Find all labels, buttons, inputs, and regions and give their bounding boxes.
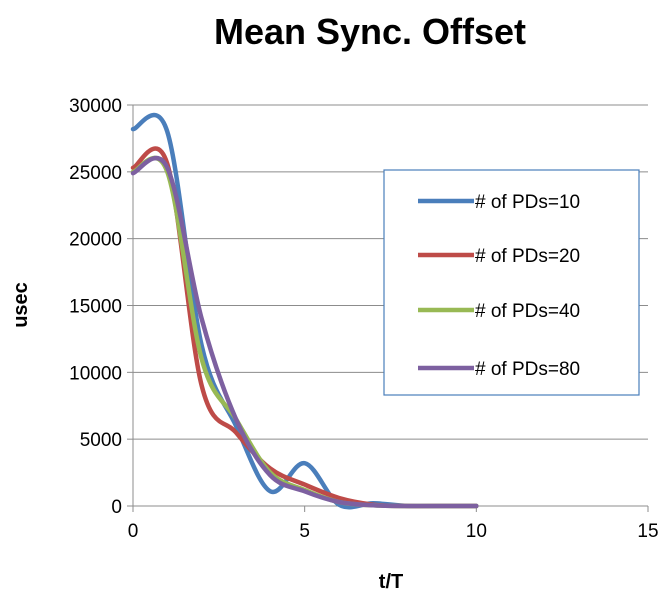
y-tick-label-2: 10000 bbox=[69, 363, 122, 384]
legend-label-2: # of PDs=20 bbox=[475, 246, 580, 267]
x-tick-label-3: 15 bbox=[637, 521, 658, 542]
y-tick-label-5: 25000 bbox=[69, 163, 122, 184]
series-group bbox=[130, 113, 479, 510]
y-tick-label-0: 0 bbox=[111, 497, 122, 518]
x-tick-label-2: 10 bbox=[466, 521, 487, 542]
y-tick-label-3: 15000 bbox=[69, 297, 122, 318]
y-axis-label: usec bbox=[10, 282, 32, 328]
legend-label-3: # of PDs=40 bbox=[475, 301, 580, 322]
series-line-4 bbox=[130, 155, 479, 509]
legend: # of PDs=10 # of PDs=20 # of PDs=40 # of PD… bbox=[383, 169, 640, 396]
y-axis-ticks: 0 5000 10000 15000 20000 25000 30000 bbox=[69, 96, 133, 518]
x-tick-label-0: 0 bbox=[128, 521, 139, 542]
x-tick-label-1: 5 bbox=[299, 521, 310, 542]
y-tick-label-6: 30000 bbox=[69, 96, 122, 117]
chart-title: Mean Sync. Offset bbox=[214, 11, 526, 52]
legend-label-4: # of PDs=80 bbox=[475, 359, 580, 380]
legend-box bbox=[383, 169, 640, 396]
y-tick-label-1: 5000 bbox=[80, 430, 122, 451]
y-tick-label-4: 20000 bbox=[69, 230, 122, 251]
x-axis-ticks: 0 5 10 15 bbox=[128, 506, 659, 542]
legend-label-1: # of PDs=10 bbox=[475, 192, 580, 213]
x-axis-label: t/T bbox=[379, 571, 403, 593]
